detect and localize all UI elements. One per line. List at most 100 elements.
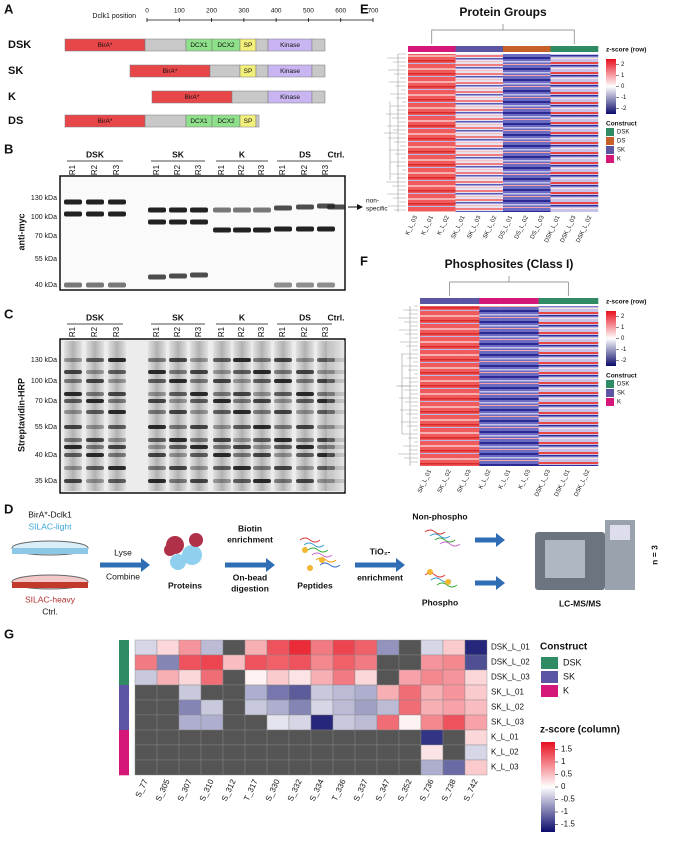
- heatmap-cell: [156, 684, 180, 701]
- heatmap-cell: [156, 699, 180, 716]
- lane-label: R2: [300, 164, 309, 175]
- band: [169, 438, 187, 442]
- text: Proteins: [168, 580, 202, 590]
- legend-swatch: [606, 146, 614, 154]
- band: [296, 445, 314, 449]
- panel-title: Protein Groups: [459, 5, 547, 19]
- band: [64, 282, 82, 288]
- lane: [108, 341, 126, 491]
- lane-label: R3: [257, 164, 266, 175]
- lane-label: R3: [112, 164, 121, 175]
- lane-label: R2: [237, 164, 246, 175]
- band: [148, 425, 166, 429]
- band: [108, 199, 126, 205]
- colorbar: [606, 59, 616, 114]
- band: [296, 370, 314, 374]
- group-header: K: [239, 149, 246, 159]
- domain: [311, 64, 326, 78]
- arrow: [266, 558, 275, 572]
- heatmap-cell: [244, 684, 268, 701]
- band: [86, 438, 104, 442]
- annotation: specific: [366, 206, 388, 213]
- legend-label: SK: [617, 391, 625, 397]
- column-label: DSK_L_03: [560, 214, 578, 243]
- column-label: S_312: [220, 777, 238, 802]
- band: [190, 399, 208, 403]
- heatmap-cell: [222, 714, 246, 731]
- heatmap-cell: [376, 669, 400, 686]
- heatmap-cell: [134, 699, 158, 716]
- arrow: [475, 537, 497, 543]
- construct-name: K: [8, 91, 16, 103]
- band: [108, 392, 126, 396]
- heatmap-cell: [134, 684, 158, 701]
- mw-marker: 35 kDa: [35, 478, 57, 485]
- band: [148, 274, 166, 280]
- heatmap-cell: [354, 759, 378, 776]
- mw-marker: 100 kDa: [31, 378, 57, 385]
- row-label: DSK_L_01: [491, 643, 530, 652]
- heatmap-cell: [266, 639, 290, 656]
- column-label: DSK_L_01: [544, 214, 562, 243]
- band: [86, 445, 104, 449]
- column-label: SK_L_03: [467, 214, 483, 240]
- band: [296, 479, 314, 483]
- lane: [233, 341, 251, 491]
- column-annotation: [550, 46, 567, 52]
- tick-label: 100: [174, 8, 185, 15]
- arrow: [396, 558, 405, 572]
- heatmap-cell: [420, 729, 444, 746]
- colorbar-title: z-score (row): [606, 299, 646, 306]
- column-label: S_334: [308, 777, 326, 802]
- band: [148, 453, 166, 457]
- heatmap-cell: [332, 669, 356, 686]
- band: [64, 438, 82, 442]
- mw-marker: 40 kDa: [35, 452, 57, 459]
- column-annotation: [459, 298, 480, 304]
- heatmap-cell: [376, 699, 400, 716]
- group-header: Ctrl.: [328, 312, 345, 322]
- band: [86, 211, 104, 217]
- band: [296, 392, 314, 396]
- heatmap-cell: [310, 639, 334, 656]
- band: [148, 392, 166, 396]
- band: [64, 453, 82, 457]
- band: [327, 453, 345, 457]
- heatmap-cell: [310, 729, 334, 746]
- heatmap-cell: [398, 759, 422, 776]
- band: [296, 358, 314, 362]
- panel-label: C: [4, 306, 14, 321]
- heatmap-cell: [222, 759, 246, 776]
- domain: [311, 90, 326, 104]
- band: [296, 410, 314, 414]
- heatmap-cell: [354, 729, 378, 746]
- tick-label: -1: [561, 807, 569, 816]
- band: [108, 438, 126, 442]
- heatmap-cell: [398, 669, 422, 686]
- band: [86, 370, 104, 374]
- tick-label: -1.5: [561, 820, 575, 829]
- heatmap-cell: [310, 699, 334, 716]
- column-annotation: [499, 298, 520, 304]
- band: [64, 358, 82, 362]
- heatmap-cell: [200, 744, 224, 761]
- band: [169, 410, 187, 414]
- group-header: DS: [299, 312, 311, 322]
- lane-label: R3: [257, 326, 266, 337]
- construct-name: DSK: [8, 39, 31, 51]
- heatmap-cell: [398, 639, 422, 656]
- band: [253, 358, 271, 362]
- lane-label: R3: [321, 326, 330, 337]
- band: [253, 479, 271, 483]
- column-label: S_352: [396, 777, 414, 802]
- dendrogram: [384, 54, 399, 212]
- band: [213, 207, 231, 213]
- protein: [170, 554, 186, 570]
- peptide: [307, 547, 329, 553]
- group-header: Ctrl.: [328, 149, 345, 159]
- row-annotation: [119, 685, 129, 701]
- domain-label: DCX2: [217, 118, 235, 125]
- lane: [169, 341, 187, 491]
- tick-label: 600: [335, 8, 346, 15]
- heatmap-column: [534, 54, 551, 212]
